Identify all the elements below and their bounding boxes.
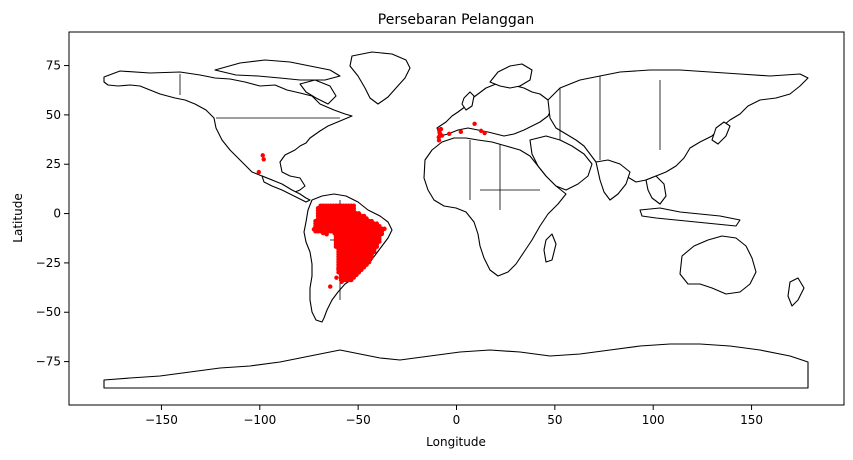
- y-tick-label: 50: [46, 108, 61, 122]
- new-zealand: [787, 277, 805, 307]
- x-tick-label: −100: [243, 413, 276, 427]
- customer-point: [320, 230, 326, 236]
- x-tick-label: 100: [642, 413, 665, 427]
- x-tick-label: 50: [547, 413, 562, 427]
- y-tick-label: −50: [36, 305, 61, 319]
- customer-point: [328, 284, 333, 289]
- customer-point: [332, 231, 337, 236]
- customer-point: [339, 279, 344, 285]
- arctic-islands: [214, 59, 341, 81]
- japan: [711, 121, 731, 145]
- customer-point: [336, 266, 341, 272]
- customer-point: [328, 228, 334, 234]
- customer-point: [256, 169, 262, 175]
- customer-point: [324, 232, 329, 237]
- southeast-asia-landmass: [645, 175, 667, 205]
- madagascar: [543, 233, 557, 263]
- scandinavia-landmass: [489, 63, 533, 89]
- customer-point: [436, 127, 442, 133]
- y-tick-label: 75: [46, 59, 61, 73]
- y-axis-label: Latitude: [11, 193, 25, 242]
- north-america-landmass: [103, 70, 353, 193]
- y-tick-label: 0: [53, 207, 61, 221]
- customer-point: [331, 206, 336, 211]
- x-tick-label: 150: [740, 413, 763, 427]
- australia-landmass: [679, 235, 757, 295]
- africa-landmass: [423, 137, 567, 277]
- british-isles: [461, 91, 475, 111]
- plot-area: [68, 31, 845, 406]
- customer-point: [344, 241, 349, 247]
- customer-point: [336, 217, 341, 222]
- world-basemap: [103, 51, 809, 389]
- y-tick-label: −25: [36, 256, 61, 270]
- customer-point: [349, 277, 354, 283]
- middle-east-landmass: [529, 135, 593, 191]
- central-america-landmass: [261, 175, 311, 203]
- greenland-landmass: [349, 51, 411, 105]
- customer-point: [458, 129, 464, 135]
- customer-point: [478, 128, 484, 134]
- customer-point: [436, 138, 442, 143]
- x-axis-label: Longitude: [426, 435, 486, 449]
- customer-point: [260, 153, 265, 158]
- india-subcontinent: [595, 159, 631, 201]
- customer-point: [447, 131, 452, 137]
- baffin-island: [299, 79, 337, 105]
- chart-title: Persebaran Pelanggan: [378, 12, 534, 28]
- customer-point: [439, 133, 445, 138]
- x-tick-label: −50: [345, 413, 370, 427]
- customer-point: [261, 157, 266, 162]
- indonesia-islands: [639, 207, 741, 227]
- europe-landmass: [436, 81, 553, 137]
- x-tick-label: −150: [145, 413, 178, 427]
- customer-point: [338, 208, 343, 213]
- customer-point: [341, 272, 346, 277]
- customer-points: [256, 121, 487, 289]
- antarctica-landmass: [103, 343, 809, 389]
- customer-point: [330, 219, 335, 224]
- x-tick-label: 0: [453, 413, 461, 427]
- x-axis: −150 −100 −50 0 50 100 150: [145, 405, 763, 427]
- customer-point: [346, 251, 352, 257]
- customer-point: [316, 228, 322, 233]
- y-tick-label: 25: [46, 157, 61, 171]
- customer-point: [482, 130, 487, 136]
- customer-point: [472, 121, 477, 126]
- customer-point: [311, 227, 317, 232]
- customer-point: [340, 246, 345, 252]
- y-tick-label: −75: [36, 355, 61, 369]
- customer-point: [334, 275, 339, 280]
- y-axis: −75 −50 −25 0 25 50 75: [36, 59, 69, 369]
